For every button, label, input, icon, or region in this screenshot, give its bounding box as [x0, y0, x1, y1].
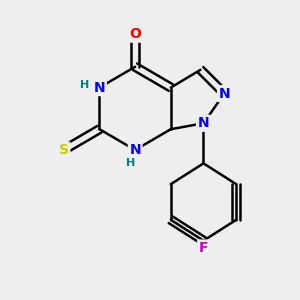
Text: O: O	[129, 27, 141, 41]
Text: N: N	[94, 81, 105, 94]
Text: S: S	[59, 143, 69, 157]
Text: N: N	[129, 143, 141, 157]
Text: N: N	[218, 86, 230, 100]
Text: N: N	[198, 116, 209, 130]
Text: H: H	[126, 158, 135, 168]
Text: F: F	[199, 241, 208, 255]
Text: H: H	[80, 80, 89, 90]
